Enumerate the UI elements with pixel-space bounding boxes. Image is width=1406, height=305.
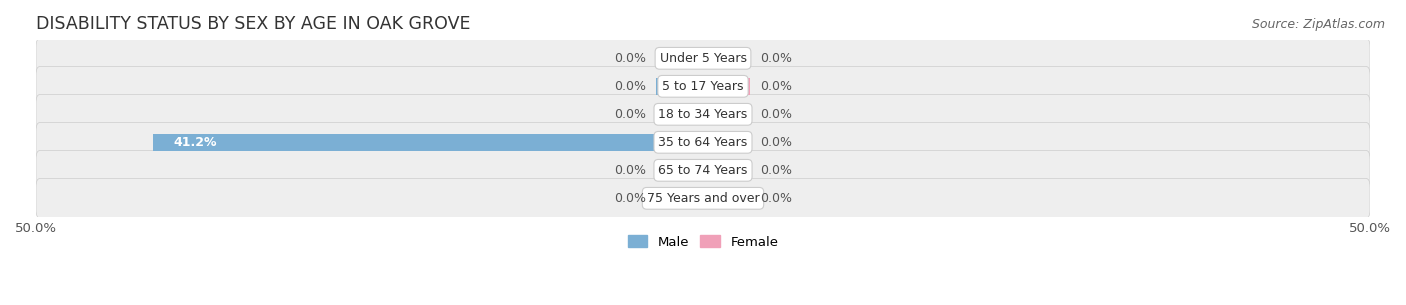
Bar xyxy=(703,162,749,179)
Bar xyxy=(703,50,749,67)
Bar xyxy=(703,106,749,123)
Bar xyxy=(657,162,703,179)
Text: 35 to 64 Years: 35 to 64 Years xyxy=(658,136,748,149)
FancyBboxPatch shape xyxy=(37,38,1369,78)
FancyBboxPatch shape xyxy=(37,150,1369,190)
Bar xyxy=(153,134,603,151)
Text: 5 to 17 Years: 5 to 17 Years xyxy=(662,80,744,93)
Bar xyxy=(657,50,703,67)
Legend: Male, Female: Male, Female xyxy=(623,230,783,254)
Text: 0.0%: 0.0% xyxy=(761,192,793,205)
Text: 0.0%: 0.0% xyxy=(613,108,645,121)
Text: 41.2%: 41.2% xyxy=(173,136,217,149)
Text: Source: ZipAtlas.com: Source: ZipAtlas.com xyxy=(1251,18,1385,31)
Text: 0.0%: 0.0% xyxy=(613,164,645,177)
Bar xyxy=(657,106,703,123)
Text: 0.0%: 0.0% xyxy=(613,52,645,65)
Text: 0.0%: 0.0% xyxy=(613,192,645,205)
Bar xyxy=(703,190,749,207)
Text: 0.0%: 0.0% xyxy=(761,164,793,177)
Text: DISABILITY STATUS BY SEX BY AGE IN OAK GROVE: DISABILITY STATUS BY SEX BY AGE IN OAK G… xyxy=(37,15,471,33)
Text: 0.0%: 0.0% xyxy=(761,52,793,65)
Text: 0.0%: 0.0% xyxy=(761,136,793,149)
Text: 65 to 74 Years: 65 to 74 Years xyxy=(658,164,748,177)
Text: Under 5 Years: Under 5 Years xyxy=(659,52,747,65)
Text: 75 Years and over: 75 Years and over xyxy=(647,192,759,205)
Bar xyxy=(153,134,603,151)
Bar xyxy=(603,134,703,151)
Text: 0.0%: 0.0% xyxy=(761,80,793,93)
Bar xyxy=(703,134,749,151)
Bar xyxy=(657,190,703,207)
Text: 18 to 34 Years: 18 to 34 Years xyxy=(658,108,748,121)
Text: 0.0%: 0.0% xyxy=(613,80,645,93)
Text: 0.0%: 0.0% xyxy=(761,108,793,121)
Bar xyxy=(703,78,749,95)
FancyBboxPatch shape xyxy=(37,122,1369,162)
FancyBboxPatch shape xyxy=(37,178,1369,218)
FancyBboxPatch shape xyxy=(37,66,1369,106)
FancyBboxPatch shape xyxy=(37,95,1369,134)
Bar xyxy=(657,78,703,95)
